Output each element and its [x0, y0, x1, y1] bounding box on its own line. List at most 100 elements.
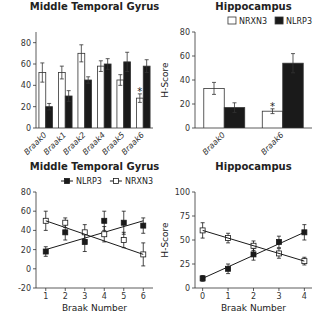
- y-tick-label: 25: [180, 260, 190, 269]
- x-tick-label: 3: [82, 292, 87, 301]
- plot-marks: [39, 45, 150, 128]
- legend-label: NLRP3: [76, 177, 102, 186]
- error-bar-cap: [141, 265, 145, 266]
- y-tick: [33, 64, 36, 65]
- error-bar-stem: [292, 54, 293, 73]
- error-bar-cap: [44, 211, 48, 212]
- panel: Hippocampus0255075100H-Score01234Braak N…: [160, 161, 312, 313]
- error-bar-cap: [201, 238, 205, 239]
- error-bar-stem: [49, 103, 50, 109]
- y-tick: [192, 264, 195, 265]
- error-bar-cap: [44, 230, 48, 231]
- x-axis-line: [36, 128, 153, 129]
- error-bar-cap: [60, 78, 64, 79]
- y-tick: [33, 85, 36, 86]
- error-bar-cap: [226, 264, 230, 265]
- error-bar-stem: [214, 82, 215, 94]
- x-tick-label: Braak6: [259, 130, 285, 156]
- error-bar-cap: [44, 256, 48, 257]
- y-tick: [33, 211, 36, 212]
- error-bar-stem: [81, 45, 82, 62]
- error-bar-cap: [67, 101, 71, 102]
- bar: [204, 88, 224, 128]
- point: [63, 220, 68, 225]
- error-bar: [67, 91, 71, 102]
- legend-item: NLRP3: [275, 17, 312, 26]
- bar: [262, 111, 282, 128]
- y-axis-line: [36, 32, 37, 128]
- annotation: *: [137, 86, 142, 97]
- error-bar-cap: [302, 264, 306, 265]
- x-tick: [65, 288, 66, 291]
- y-tick-label: 60: [21, 60, 31, 69]
- annotation: *: [270, 101, 275, 112]
- x-tick-label: 5: [121, 292, 126, 301]
- bar: [97, 66, 104, 128]
- error-bar-cap: [83, 224, 87, 225]
- error-bar-cap: [252, 250, 256, 251]
- legend-swatch: [228, 17, 236, 24]
- x-axis-label: Braak Number: [62, 303, 127, 313]
- legend-label: NRXN3: [239, 17, 267, 26]
- error-bar-cap: [141, 217, 145, 218]
- error-bar-cap: [201, 222, 205, 223]
- error-bar-cap: [226, 242, 230, 243]
- error-bar-stem: [68, 91, 69, 102]
- error-bar-cap: [99, 71, 103, 72]
- error-bar-cap: [102, 226, 106, 227]
- legend-swatch: [64, 179, 69, 184]
- error-bar-cap: [40, 62, 44, 63]
- x-tick: [253, 288, 254, 291]
- x-tick-label: 6: [141, 292, 146, 301]
- x-tick: [228, 288, 229, 291]
- fit-line: [203, 232, 305, 278]
- error-bar-cap: [83, 251, 87, 252]
- x-tick: [123, 288, 124, 291]
- error-bar-cap: [277, 236, 281, 237]
- error-bar-cap: [63, 240, 67, 241]
- bar: [143, 66, 150, 128]
- y-tick-label: 40: [21, 81, 31, 90]
- error-bar-cap: [138, 102, 142, 103]
- bar: [283, 63, 303, 128]
- error-bar-cap: [47, 103, 51, 104]
- y-tick-label: -20: [18, 284, 31, 293]
- fit-line: [46, 221, 144, 250]
- y-tick: [33, 249, 36, 250]
- bar: [46, 107, 53, 128]
- plot-marks: [204, 54, 303, 128]
- x-tick-label: 2: [63, 292, 68, 301]
- y-tick: [33, 106, 36, 107]
- error-bar: [102, 227, 106, 242]
- error-bar-cap: [141, 233, 145, 234]
- title: Hippocampus: [215, 161, 291, 172]
- error-bar-cap: [40, 82, 44, 83]
- error-bar: [122, 211, 126, 234]
- x-tick-label: 0: [200, 292, 205, 301]
- error-bar-cap: [232, 112, 236, 113]
- error-bar: [291, 54, 295, 73]
- error-bar-cap: [79, 44, 83, 45]
- title: Hippocampus: [215, 1, 291, 12]
- point: [63, 230, 68, 235]
- x-tick-label: 2: [251, 292, 256, 301]
- error-bar: [226, 264, 230, 274]
- error-bar-cap: [212, 82, 216, 83]
- error-bar-cap: [302, 224, 306, 225]
- error-bar-cap: [60, 66, 64, 67]
- bar: [58, 73, 65, 128]
- x-tick: [104, 288, 105, 291]
- error-bar: [40, 63, 44, 82]
- error-bar-cap: [47, 109, 51, 110]
- y-axis-line: [195, 32, 196, 128]
- error-bar: [79, 45, 83, 62]
- panel: Hippocampus020406080H-ScoreBraak0Braak6*…: [160, 1, 312, 157]
- error-bar-cap: [44, 246, 48, 247]
- y-tick: [33, 268, 36, 269]
- y-tick: [33, 230, 36, 231]
- error-bar-cap: [102, 211, 106, 212]
- x-tick: [143, 288, 144, 291]
- point: [141, 223, 146, 228]
- panel: Middle Temporal Gyrus-20020406080123456B…: [18, 161, 159, 313]
- error-bar: [145, 60, 149, 73]
